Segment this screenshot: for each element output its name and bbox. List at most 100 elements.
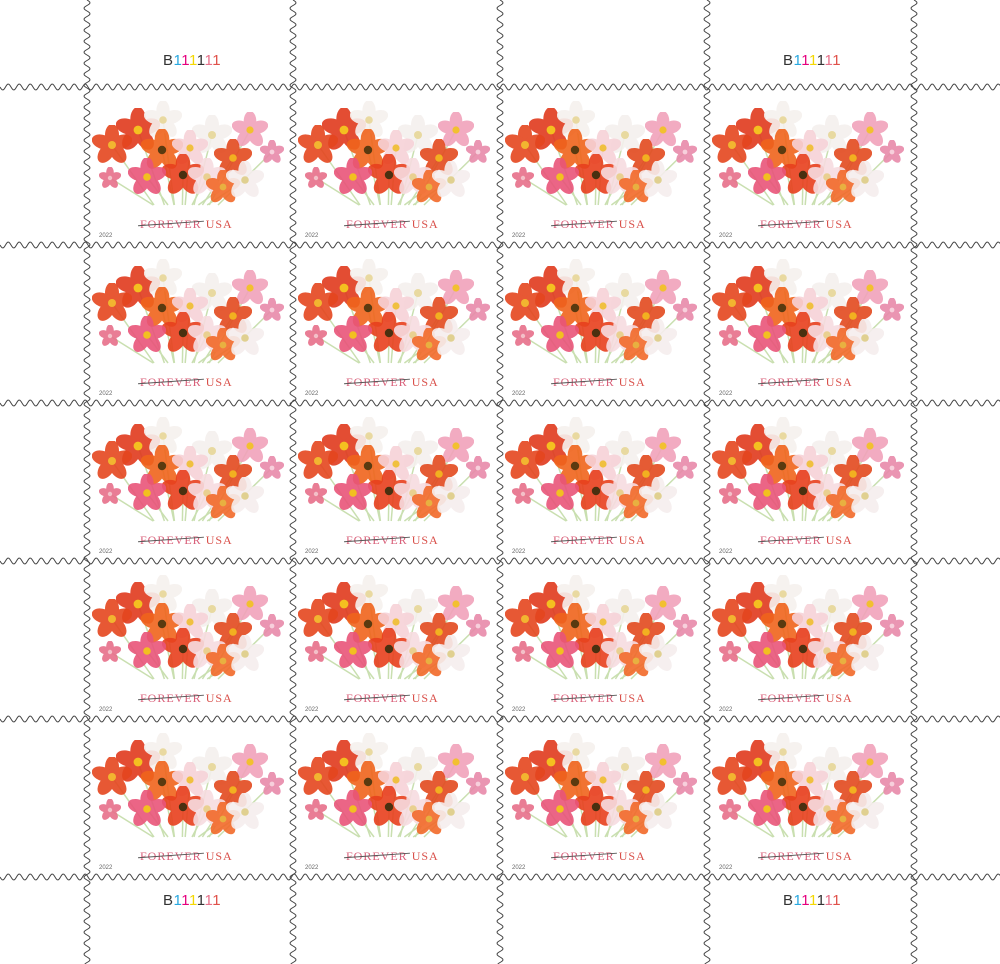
forever-label: FOREVER: [553, 217, 615, 231]
flower-center: [682, 623, 688, 629]
flower-center: [777, 619, 787, 629]
flower-center: [866, 600, 874, 608]
flower-center: [546, 599, 556, 609]
flower-center: [798, 802, 808, 812]
flower-center: [414, 131, 422, 139]
flower-center: [133, 757, 143, 767]
flower-center: [753, 757, 763, 767]
flower-center: [570, 145, 580, 155]
flower-center: [313, 807, 319, 813]
stamp-year: 2022: [719, 707, 733, 713]
flower-center: [556, 805, 564, 813]
flower-center: [654, 650, 662, 658]
flower-center: [452, 284, 460, 292]
flower-center: [591, 170, 601, 180]
flower-center: [241, 808, 249, 816]
flower-center: [219, 341, 227, 349]
tulip-artwork: [92, 417, 284, 522]
flower-center: [570, 619, 580, 629]
flower-center: [435, 470, 443, 478]
tulip-artwork: [92, 733, 284, 838]
horizontal-perforation: [0, 715, 1000, 723]
flower-center: [727, 175, 733, 181]
flower-center: [414, 605, 422, 613]
flower-center: [642, 786, 650, 794]
flower-center: [314, 299, 322, 307]
stamp: [92, 575, 284, 680]
flower-center: [520, 807, 526, 813]
flower-center: [475, 781, 481, 787]
stamp: [92, 733, 284, 838]
flower-center: [520, 649, 526, 655]
flower-center: [269, 307, 275, 313]
flower-center: [728, 141, 736, 149]
flower-center: [861, 650, 869, 658]
country-label: USA: [411, 849, 439, 863]
country-label: USA: [411, 375, 439, 389]
flower-center: [727, 649, 733, 655]
flower-center: [591, 328, 601, 338]
forever-label: FOREVER: [140, 375, 202, 389]
flower-center: [349, 805, 357, 813]
flower-center: [384, 328, 394, 338]
flower-center: [349, 173, 357, 181]
flower-center: [659, 126, 667, 134]
flower-center: [861, 176, 869, 184]
tulip-artwork: [712, 575, 904, 680]
flower-center: [435, 154, 443, 162]
stamp-denomination: FOREVER USA: [553, 217, 646, 232]
stamp-year: 2022: [512, 707, 526, 713]
flower-center: [392, 460, 400, 468]
stamp: [298, 417, 490, 522]
flower-center: [339, 441, 349, 451]
plate-digit: 1: [173, 892, 182, 909]
country-label: USA: [825, 533, 853, 547]
flower-center: [365, 590, 373, 598]
flower-center: [133, 441, 143, 451]
flower-center: [828, 763, 836, 771]
flower-center: [384, 486, 394, 496]
flower-center: [339, 283, 349, 293]
flower-center: [849, 786, 857, 794]
flower-center: [521, 457, 529, 465]
flower-center: [269, 781, 275, 787]
flower-center: [521, 615, 529, 623]
flower-center: [425, 815, 433, 823]
plate-digit: 1: [204, 892, 213, 909]
flower-center: [556, 173, 564, 181]
flower-center: [727, 807, 733, 813]
flower-center: [363, 777, 373, 787]
stamp-denomination: FOREVER USA: [760, 849, 853, 864]
flower-center: [246, 284, 254, 292]
plate-digit: 1: [801, 52, 809, 69]
flower-center: [178, 328, 188, 338]
flower-center: [392, 302, 400, 310]
flower-center: [828, 131, 836, 139]
flower-center: [414, 763, 422, 771]
flower-center: [208, 289, 216, 297]
flower-center: [108, 299, 116, 307]
plate-digit: 1: [824, 52, 833, 69]
flower-center: [570, 461, 580, 471]
flower-center: [159, 432, 167, 440]
flower-center: [654, 176, 662, 184]
flower-center: [572, 116, 580, 124]
flower-center: [435, 628, 443, 636]
flower-center: [572, 274, 580, 282]
plate-digit: 1: [816, 52, 825, 69]
forever-label: FOREVER: [346, 375, 408, 389]
horizontal-perforation: [0, 399, 1000, 407]
flower-center: [314, 141, 322, 149]
flower-center: [107, 491, 113, 497]
flower-center: [414, 289, 422, 297]
flower-center: [556, 331, 564, 339]
stamp-denomination: FOREVER USA: [140, 375, 233, 390]
tulip-artwork: [298, 259, 490, 364]
flower-center: [143, 489, 151, 497]
flower-center: [447, 176, 455, 184]
flower-center: [806, 144, 814, 152]
flower-center: [889, 465, 895, 471]
forever-label: FOREVER: [346, 849, 408, 863]
forever-label: FOREVER: [553, 375, 615, 389]
